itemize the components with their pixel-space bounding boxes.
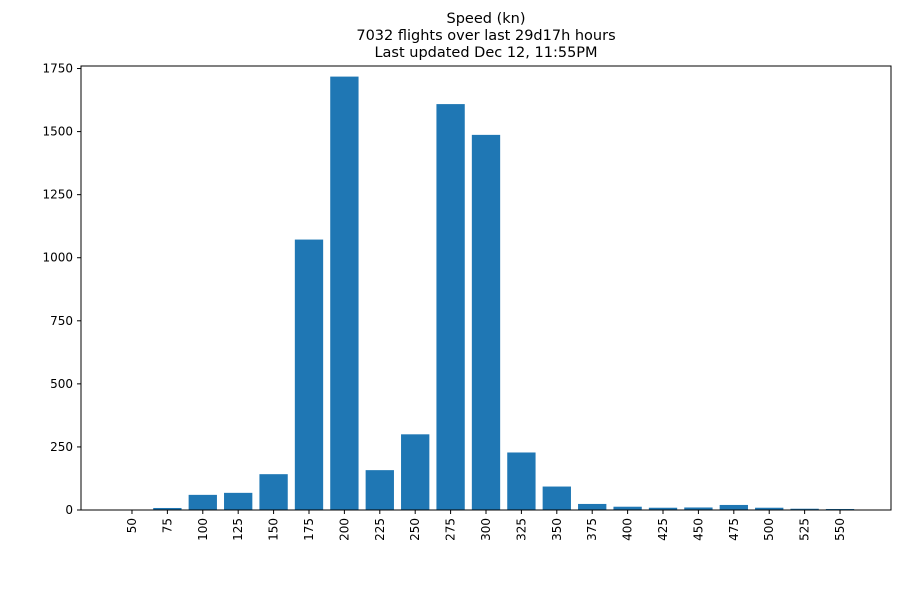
x-tick-label-550: 550 <box>833 518 847 541</box>
title-line-3: Last updated Dec 12, 11:55PM <box>374 45 597 61</box>
x-tick-label-250: 250 <box>408 518 422 541</box>
bar-350 <box>543 487 571 510</box>
title-line-2: 7032 flights over last 29d17h hours <box>356 28 615 44</box>
y-tick-label: 750 <box>50 314 73 328</box>
bar-375 <box>578 504 606 510</box>
x-tick-label-375: 375 <box>585 518 599 541</box>
y-tick-label: 500 <box>50 377 73 391</box>
x-tick-label-275: 275 <box>444 518 458 541</box>
x-tick-label-500: 500 <box>762 518 776 541</box>
bar-175 <box>295 240 323 510</box>
x-tick-label-100: 100 <box>196 518 210 541</box>
y-tick-label: 1500 <box>42 125 73 139</box>
bar-325 <box>507 452 535 510</box>
y-tick-label: 1250 <box>42 188 73 202</box>
x-tick-label-400: 400 <box>621 518 635 541</box>
x-tick-label-225: 225 <box>373 518 387 541</box>
bar-225 <box>366 470 394 510</box>
bar-275 <box>436 104 464 510</box>
x-tick-label-300: 300 <box>479 518 493 541</box>
x-tick-label-175: 175 <box>302 518 316 541</box>
bar-125 <box>224 493 252 510</box>
y-tick-label: 0 <box>65 503 73 517</box>
bar-250 <box>401 434 429 510</box>
bar-150 <box>259 474 287 510</box>
y-axis: 0 250 500 750 1000 1250 1500 1750 <box>42 62 81 517</box>
x-tick-label-350: 350 <box>550 518 564 541</box>
bar-300 <box>472 135 500 510</box>
x-tick-label-200: 200 <box>337 518 351 541</box>
x-tick-label-75: 75 <box>160 518 174 533</box>
x-tick-label-475: 475 <box>727 518 741 541</box>
x-tick-label-125: 125 <box>231 518 245 541</box>
bars <box>118 77 854 510</box>
x-tick-label-450: 450 <box>691 518 705 541</box>
chart-title: Speed (kn) 7032 flights over last 29d17h… <box>356 11 615 61</box>
bar-475 <box>720 505 748 510</box>
x-tick-label-425: 425 <box>656 518 670 541</box>
x-tick-label-325: 325 <box>514 518 528 541</box>
y-tick-label: 1000 <box>42 251 73 265</box>
bar-200 <box>330 77 358 510</box>
x-tick-label-525: 525 <box>798 518 812 541</box>
y-tick-label: 250 <box>50 440 73 454</box>
bar-100 <box>189 495 217 510</box>
x-axis: 50 75 100 125 150 175 200 225 250 275 300 325 350 375… <box>125 510 847 541</box>
x-tick-label-50: 50 <box>125 518 139 533</box>
title-line-1: Speed (kn) <box>447 11 526 27</box>
x-tick-label-150: 150 <box>267 518 281 541</box>
y-tick-label: 1750 <box>42 62 73 76</box>
